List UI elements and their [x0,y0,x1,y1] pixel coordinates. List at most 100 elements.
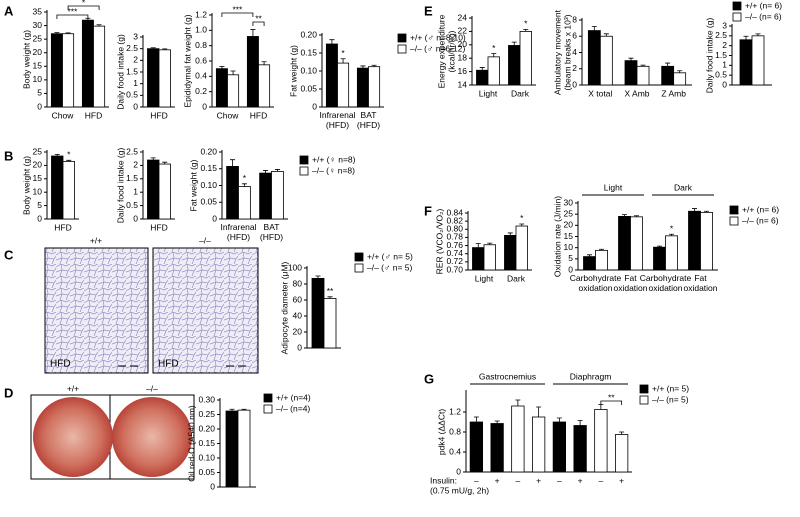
bar [630,216,643,271]
y-tick-label: 0.5 [126,90,138,100]
y-axis-label: Oil red-O (A540 nm) [186,405,196,482]
error-bar [371,64,377,67]
y-tick-label: 0.15 [200,163,217,173]
y-tick-label: 1 [133,78,138,88]
significance-label: ** [608,392,615,402]
x-tick-label-line: Fat [694,273,707,283]
error-bar [591,26,597,31]
y-tick-label: 0.20 [200,146,217,156]
x-tick-label: Dark [511,88,530,98]
y-tick-label: 0 [722,79,727,89]
error-bar [263,170,269,174]
group-label: Dark [674,182,693,192]
x-tick-label: BAT (HFD) [260,222,283,242]
error-bar [511,41,517,46]
bar [490,423,504,473]
bar [93,25,106,108]
error-bar [96,24,102,27]
bar [147,159,160,220]
x-tick-label: Carbohydrate oxidation [640,273,692,293]
y-tick-label: 6 [572,31,577,41]
legend-swatch [299,155,309,165]
x-tick-label: – [516,475,521,485]
bar [472,247,485,271]
error-bar [219,65,225,69]
bar [595,249,608,271]
error-bar [230,70,236,75]
error-bar [519,223,525,227]
y-tick-label: 16 [458,66,468,76]
y-tick-label: 10 [33,74,43,84]
bar [618,215,631,271]
y-tick-label: 20 [564,220,574,230]
y-tick-label: 10 [33,186,43,196]
x-tick-label-line: BAT [264,222,280,232]
y-tick-label: 0 [312,101,317,111]
error-bar [743,35,749,40]
bar [62,160,75,220]
chart: 0 2 4 6 8 Ambulatory movement (beam breaks x 1… [552,9,692,98]
bar [227,74,240,108]
x-tick-label: HFD [150,110,167,120]
legend-label: –/– (♀ n=8) [312,165,355,175]
error-bar [523,28,529,32]
bar [81,19,94,108]
y-tick-label: 15 [33,173,43,183]
legend-swatch [732,1,742,11]
error-bar [479,67,485,71]
y-tick-label: 3 [722,20,727,30]
stained-well [112,397,192,477]
bar [511,405,525,473]
bar [594,409,608,473]
bar [615,434,629,473]
bar [700,211,713,271]
x-tick-label: Carbohydrate oxidation [570,273,622,293]
legend-label: –/– (n= 6) [745,11,782,21]
y-tick-label: 100 [288,262,302,272]
y-tick-label: 0 [212,213,217,223]
panel-label: D [4,385,13,400]
x-tick-label: Chow [52,110,75,120]
y-tick-label: 2 [133,55,138,65]
error-bar [230,159,236,167]
y-tick-label: 4 [572,47,577,57]
bar [532,416,546,473]
bar [226,166,239,220]
bar [661,65,675,86]
bar [469,421,483,473]
y-tick-label: 14 [458,79,468,89]
y-tick-label: 35 [33,6,43,16]
y-tick-label: 0.2 [195,86,207,96]
image-label: +/+ [67,383,79,393]
x-tick-label: + [578,475,583,485]
bar [368,66,381,108]
x-tick-label: – [474,475,479,485]
error-bar [491,53,497,57]
y-tick-label: 80 [293,278,303,288]
error-bar [327,296,333,299]
y-tick-label: 1.5 [126,66,138,76]
x-tick-label: HFD [250,110,267,120]
significance-bracket [67,5,100,10]
y-tick-label: 20 [458,39,468,49]
y-tick-label: 1 [722,60,727,70]
y-axis-label: Daily food intake (g) [115,148,125,224]
legend-swatch [732,12,742,22]
x-tick-label: – [599,475,604,485]
error-bar [677,70,683,73]
bar [325,43,338,108]
x-tick-label: X total [588,88,612,98]
legend-label: +/+ (n=4) [276,392,311,402]
y-tick-label: 0.8 [449,426,461,436]
y-tick-label: 0.20 [198,423,215,433]
y-tick-label: 0.74 [446,248,463,258]
image-label: –/– [146,383,158,393]
x-tick-label: Infrarenal (HFD) [320,110,356,130]
bar [624,60,638,86]
image-tag: HFD [158,359,179,370]
y-tick-label: 0 [568,264,573,274]
error-bar [54,154,60,157]
x-tick-label-line: oxidation [683,283,717,293]
